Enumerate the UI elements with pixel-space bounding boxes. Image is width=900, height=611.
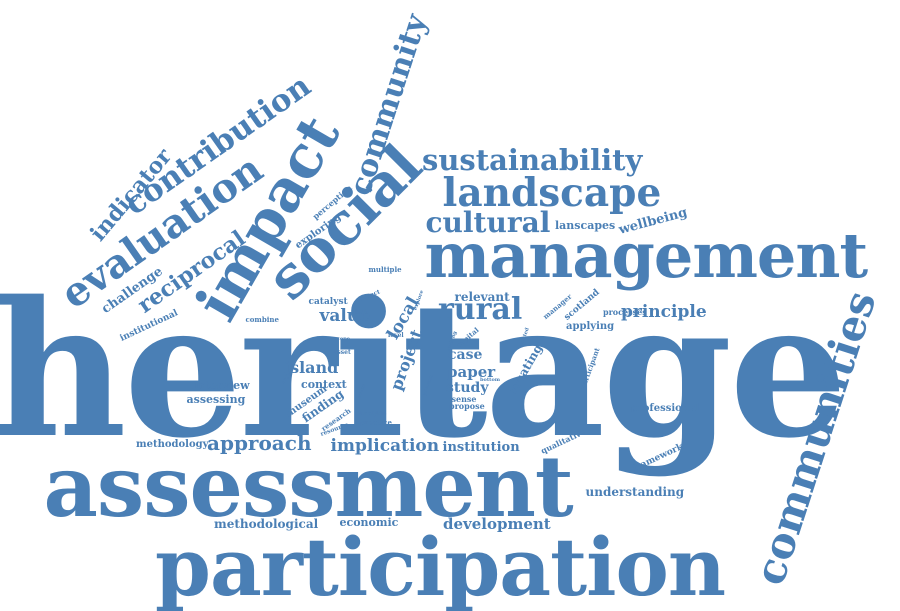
word-practice: practice — [360, 417, 392, 427]
word-relevant: relevant — [454, 290, 510, 304]
word-scope: scope — [334, 335, 350, 342]
word-lanscapes: lanscapes — [555, 218, 616, 232]
word-assessing: assessing — [186, 392, 246, 406]
word-combine: combine — [245, 314, 279, 324]
word-economic: economic — [339, 515, 399, 529]
word-sustainability: sustainability — [422, 142, 643, 177]
word-applying: applying — [566, 321, 615, 332]
word-level: level — [388, 332, 404, 339]
word-interview: interview — [192, 378, 250, 392]
word-asset: asset — [333, 349, 351, 356]
word-processes: processes — [603, 307, 647, 317]
word-landscape: landscape — [442, 169, 662, 216]
word-participation: participation — [155, 520, 726, 611]
word-study: study — [446, 380, 489, 396]
word-island: island — [284, 358, 339, 377]
word-bottom: bottom — [480, 376, 501, 383]
word-assessment: assessment — [43, 437, 574, 536]
word-propose: propose — [449, 401, 485, 411]
word-value: value — [319, 305, 371, 326]
word-paper: paper — [447, 362, 496, 381]
word-analysis: analysis — [359, 410, 387, 417]
word-case: case — [448, 347, 483, 363]
word-professional: professional — [630, 403, 700, 414]
word-methodological: methodological — [214, 517, 319, 531]
word-approach: approach — [207, 431, 312, 455]
word-management: management — [424, 219, 869, 292]
word-principle: principle — [621, 301, 707, 322]
word-implication: implication — [330, 435, 440, 456]
word-cultural: cultural — [425, 206, 551, 239]
word-heritage: heritage — [0, 260, 848, 479]
word-institution: institution — [442, 439, 520, 455]
word-understanding: understanding — [585, 485, 685, 499]
word-context: context — [301, 377, 347, 391]
word-methodology: methodology — [136, 439, 209, 450]
word-rural: rural — [438, 292, 523, 327]
word-development: development — [443, 514, 551, 533]
word-catalyst: catalyst — [308, 296, 348, 307]
word-link: link — [354, 309, 368, 316]
word-sense: sense — [451, 394, 477, 404]
word-multiple: multiple — [368, 264, 402, 274]
